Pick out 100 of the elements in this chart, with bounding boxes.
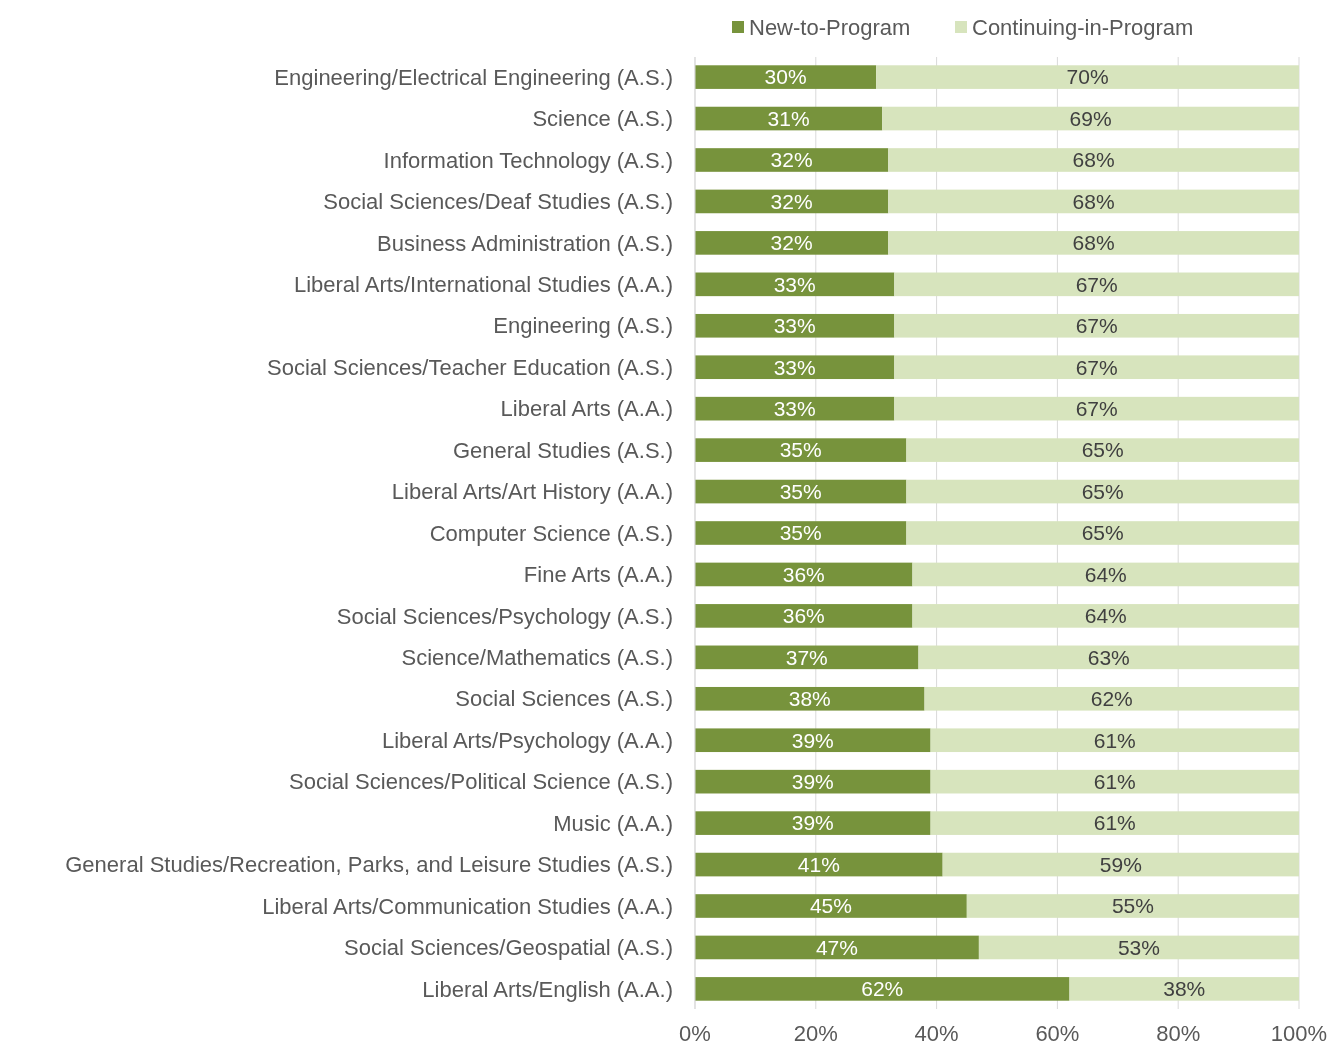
bar [888, 189, 1299, 214]
bar [930, 728, 1299, 753]
bar [930, 769, 1299, 794]
data-label: 70% [1066, 65, 1109, 89]
data-label: 38% [1163, 977, 1206, 1001]
bar [695, 396, 895, 421]
data-label: 67% [1075, 397, 1118, 421]
bar [978, 935, 1299, 960]
bar [924, 686, 1299, 711]
data-label: 65% [1081, 479, 1124, 503]
bar [695, 769, 931, 794]
bar [695, 65, 877, 89]
data-label: 63% [1087, 645, 1130, 669]
bar [695, 894, 967, 918]
y-tick-label: Liberal Arts/Communication Studies (A.A.) [262, 893, 673, 919]
bar [695, 562, 913, 587]
legend-label: Continuing-in-Program [972, 14, 1194, 40]
bar [876, 65, 1299, 89]
y-tick-label: Liberal Arts/Art History (A.A.) [391, 479, 673, 505]
bar [695, 728, 931, 753]
y-tick-label: Science/Mathematics (A.S.) [401, 645, 673, 671]
data-label: 32% [770, 231, 813, 255]
data-label: 47% [815, 935, 858, 959]
bar [966, 894, 1299, 918]
bar [1069, 977, 1299, 1001]
bar [695, 977, 1070, 1001]
y-tick-label: Liberal Arts/Psychology (A.A.) [381, 727, 673, 753]
bar [695, 811, 931, 835]
data-label: 35% [779, 438, 822, 462]
data-label: 62% [861, 977, 904, 1001]
bar [695, 604, 913, 628]
data-label: 59% [1099, 852, 1142, 876]
data-label: 39% [791, 728, 834, 752]
bar [695, 148, 889, 172]
y-tick-label: Business Administration (A.S.) [377, 230, 673, 256]
bar [695, 935, 979, 960]
data-label: 33% [773, 314, 816, 338]
data-label: 69% [1069, 106, 1112, 130]
data-label: 32% [770, 148, 813, 172]
y-tick-label: Social Sciences (A.S.) [455, 686, 673, 712]
data-label: 67% [1075, 355, 1118, 379]
bar [906, 521, 1299, 545]
data-label: 53% [1117, 935, 1160, 959]
y-tick-label: Social Sciences/Teacher Education (A.S.) [267, 354, 673, 380]
data-label: 31% [767, 106, 810, 130]
data-label: 68% [1072, 231, 1115, 255]
data-label: 67% [1075, 314, 1118, 338]
bar [912, 604, 1299, 628]
data-label: 64% [1084, 604, 1127, 628]
data-label: 61% [1093, 811, 1136, 835]
bar [695, 313, 895, 338]
x-tick-label: 40% [914, 1021, 959, 1046]
data-label: 67% [1075, 272, 1118, 296]
bar [695, 852, 943, 877]
bar [695, 106, 883, 131]
bar [894, 313, 1299, 338]
data-label: 36% [782, 562, 825, 586]
data-label: 35% [779, 479, 822, 503]
data-label: 65% [1081, 438, 1124, 462]
data-label: 62% [1090, 687, 1133, 711]
bar [894, 272, 1299, 297]
x-tick-label: 20% [793, 1021, 838, 1046]
data-label: 65% [1081, 521, 1124, 545]
y-tick-label: Social Sciences/Political Science (A.S.) [289, 769, 673, 795]
data-label: 35% [779, 521, 822, 545]
bar [695, 355, 895, 380]
bar [882, 106, 1299, 131]
x-tick-label: 100% [1270, 1021, 1328, 1046]
bar [930, 811, 1299, 835]
data-label: 38% [788, 687, 831, 711]
bar [894, 396, 1299, 421]
data-label: 37% [785, 645, 828, 669]
y-tick-label: Social Sciences/Deaf Studies (A.S.) [323, 189, 673, 215]
y-tick-label: General Studies/Recreation, Parks, and Leisure Studies (A.S.) [65, 852, 673, 878]
y-tick-label: Engineering/Electrical Engineering (A.S.) [274, 64, 673, 90]
bar [888, 148, 1299, 172]
y-tick-label: Liberal Arts (A.A.) [500, 396, 673, 422]
bar [695, 272, 895, 297]
data-label: 36% [782, 604, 825, 628]
data-label: 33% [773, 355, 816, 379]
x-tick-label: 0% [679, 1021, 711, 1046]
y-tick-label: Information Technology (A.S.) [383, 147, 673, 173]
bar [942, 852, 1299, 877]
bar [695, 521, 907, 545]
legend-label: New-to-Program [749, 14, 911, 40]
x-tick-label: 80% [1156, 1021, 1201, 1046]
data-label: 61% [1093, 770, 1136, 794]
data-label: 39% [791, 811, 834, 835]
y-tick-label: Music (A.A.) [553, 810, 673, 836]
bar [888, 231, 1299, 255]
y-tick-label: Liberal Arts/English (A.A.) [422, 976, 673, 1002]
bar [912, 562, 1299, 587]
data-label: 33% [773, 397, 816, 421]
data-label: 45% [809, 894, 852, 918]
bar [894, 355, 1299, 380]
data-label: 39% [791, 770, 834, 794]
y-tick-label: General Studies (A.S.) [452, 437, 673, 463]
y-tick-label: Fine Arts (A.A.) [523, 562, 673, 588]
bar [695, 231, 889, 255]
bar [695, 645, 919, 670]
